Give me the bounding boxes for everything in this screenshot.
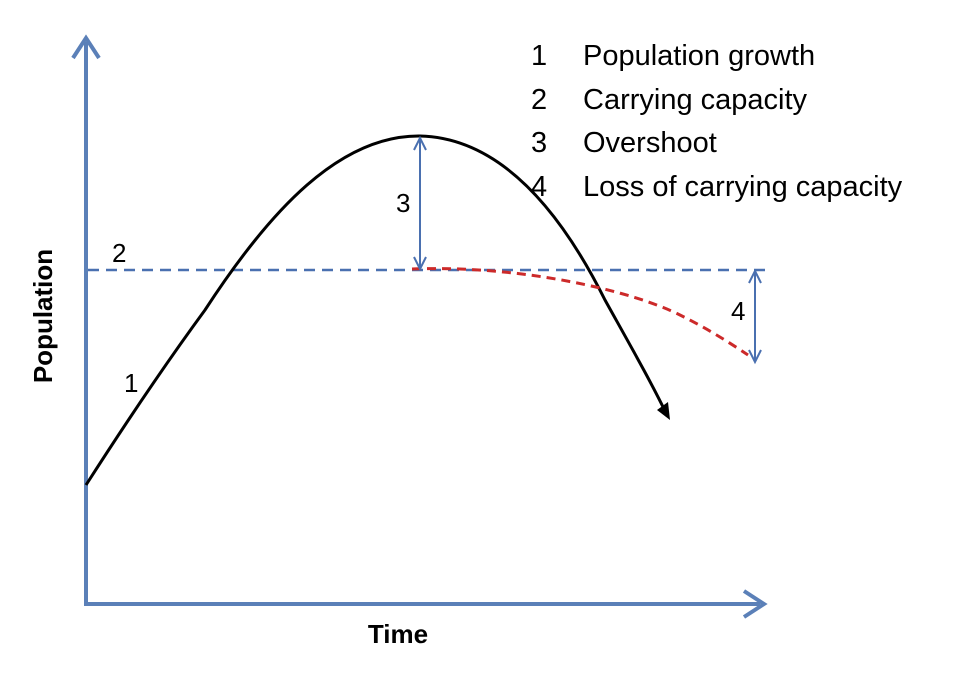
legend-number-2: 2 — [531, 84, 547, 116]
marker-growth: 1 — [124, 368, 138, 398]
legend-item-1: 1 Population growth — [531, 40, 815, 72]
population-growth-curve — [84, 134, 668, 486]
legend-number-3: 3 — [531, 127, 547, 159]
loss-of-carrying-capacity-curve — [411, 267, 749, 357]
loss-arrow-bottom-head — [748, 349, 762, 365]
loss-arrow-top-head — [748, 268, 762, 284]
legend-item-2: 2 Carrying capacity — [531, 84, 808, 116]
legend-number-4: 4 — [531, 171, 547, 203]
marker-loss: 4 — [731, 296, 745, 326]
marker-carrying-capacity: 2 — [112, 238, 126, 268]
marker-overshoot: 3 — [396, 188, 410, 218]
legend-label-1: Population growth — [583, 40, 815, 72]
growth-curve-arrowhead — [657, 402, 670, 420]
y-axis-arrowhead — [71, 34, 101, 60]
legend-label-2: Carrying capacity — [583, 84, 808, 116]
overshoot-arrow-bottom-head — [413, 256, 427, 272]
x-axis-arrowhead — [742, 589, 768, 619]
y-axis-title: Population — [28, 249, 58, 383]
x-axis-title: Time — [368, 619, 428, 649]
overshoot-arrow-top-head — [413, 135, 427, 151]
legend-item-4: 4 Loss of carrying capacity — [531, 171, 903, 203]
legend: 1 Population growth 2 Carrying capacity … — [531, 40, 903, 203]
legend-number-1: 1 — [531, 40, 547, 72]
legend-label-3: Overshoot — [583, 127, 717, 159]
legend-item-3: 3 Overshoot — [531, 127, 717, 159]
legend-label-4: Loss of carrying capacity — [583, 171, 903, 203]
